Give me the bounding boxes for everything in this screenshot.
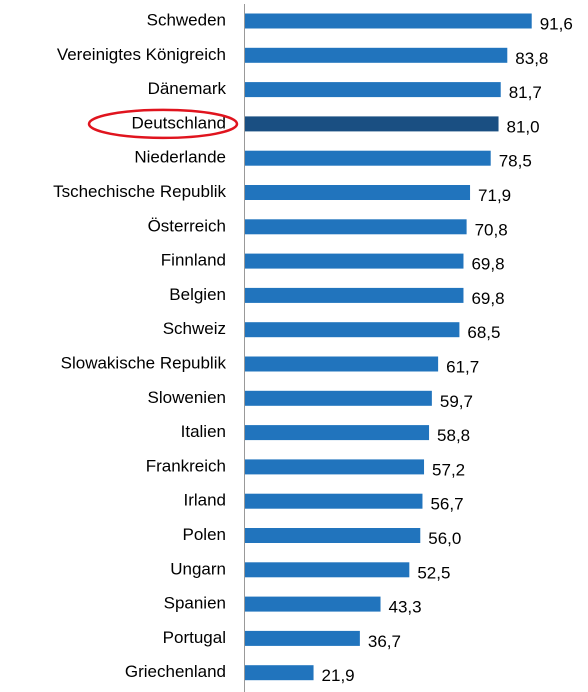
value-label: 52,5 xyxy=(417,563,450,582)
bar xyxy=(245,630,360,646)
category-label: Tschechische Republik xyxy=(53,182,226,201)
category-label: Österreich xyxy=(148,216,226,235)
value-label: 59,7 xyxy=(440,392,473,411)
category-label: Irland xyxy=(183,491,226,510)
category-label: Belgien xyxy=(169,285,226,304)
bar xyxy=(245,13,532,29)
bar xyxy=(245,287,464,303)
value-label: 69,8 xyxy=(471,289,504,308)
bar xyxy=(245,82,501,98)
bar xyxy=(245,562,410,578)
bar xyxy=(245,425,430,441)
value-label: 57,2 xyxy=(432,460,465,479)
value-label: 43,3 xyxy=(389,598,422,617)
bar xyxy=(245,528,421,543)
category-label: Deutschland xyxy=(131,113,226,132)
value-label: 91,6 xyxy=(540,14,573,33)
value-label: 81,0 xyxy=(507,117,540,136)
category-label: Schweiz xyxy=(163,319,226,338)
value-label: 58,8 xyxy=(437,426,470,445)
bar xyxy=(245,493,423,509)
category-label: Griechenland xyxy=(125,662,226,681)
bar xyxy=(245,116,499,132)
category-label: Italien xyxy=(181,422,226,441)
value-label: 21,9 xyxy=(322,666,355,685)
category-label: Slowenien xyxy=(148,388,226,407)
category-label: Dänemark xyxy=(148,79,227,98)
bar xyxy=(245,356,439,372)
bar xyxy=(245,665,314,681)
value-label: 68,5 xyxy=(467,323,500,342)
value-label: 81,7 xyxy=(509,83,542,102)
category-label: Niederlande xyxy=(134,148,226,167)
category-label: Polen xyxy=(183,525,226,544)
highlight-ellipse xyxy=(87,108,239,140)
value-label: 71,9 xyxy=(478,186,511,205)
bar xyxy=(245,219,467,235)
category-label: Portugal xyxy=(163,628,226,647)
bar xyxy=(245,390,432,406)
bar xyxy=(245,596,381,612)
bar xyxy=(245,322,460,338)
bar xyxy=(245,47,508,63)
category-label: Schweden xyxy=(147,10,226,29)
value-label: 56,7 xyxy=(430,495,463,514)
value-label: 70,8 xyxy=(475,220,508,239)
bar xyxy=(245,185,471,200)
bar xyxy=(245,253,464,269)
category-label: Vereinigtes Königreich xyxy=(57,45,226,64)
value-label: 78,5 xyxy=(499,152,532,171)
bar xyxy=(245,459,425,475)
value-label: 83,8 xyxy=(515,49,548,68)
category-label: Slowakische Republik xyxy=(61,353,227,372)
category-label: Ungarn xyxy=(170,559,226,578)
category-label: Frankreich xyxy=(146,456,226,475)
value-label: 36,7 xyxy=(368,632,401,651)
bar xyxy=(245,150,491,166)
value-label: 61,7 xyxy=(446,357,479,376)
value-label: 69,8 xyxy=(471,255,504,274)
category-label: Finnland xyxy=(161,251,226,270)
value-label: 56,0 xyxy=(428,529,461,548)
category-label: Spanien xyxy=(164,594,226,613)
